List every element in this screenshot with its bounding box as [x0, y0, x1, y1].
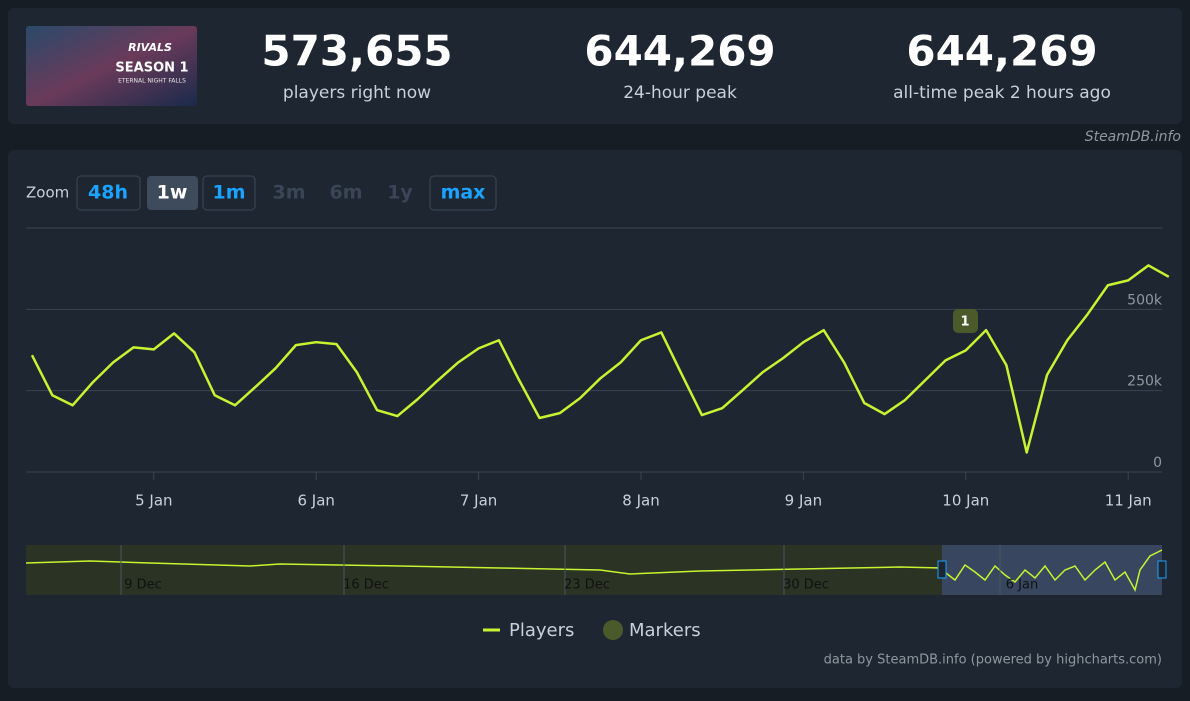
credit-link[interactable]: SteamDB.info — [1085, 129, 1181, 145]
y-tick-label: 0 — [1153, 455, 1162, 471]
thumb-subtitle: ETERNAL NIGHT FALLS — [118, 78, 186, 85]
legend-label[interactable]: Players — [509, 620, 574, 641]
navigator-label: 23 Dec — [564, 578, 610, 593]
stat-value: 644,269 — [906, 27, 1097, 76]
zoom-button[interactable] — [429, 175, 497, 211]
stat-label: all-time peak 2 hours ago — [893, 83, 1111, 103]
x-tick-label: 9 Jan — [785, 492, 822, 510]
game-thumbnail[interactable] — [26, 26, 197, 106]
navigator-handle[interactable] — [937, 560, 947, 579]
stat-value: 573,655 — [261, 27, 452, 76]
navigator-label: 16 Dec — [343, 578, 389, 593]
navigator-label: 30 Dec — [783, 578, 829, 593]
legend-symbol[interactable] — [603, 620, 623, 640]
event-marker[interactable] — [953, 309, 978, 333]
zoom-button-label[interactable]: 1m — [212, 182, 245, 204]
zoom-label: Zoom — [26, 184, 69, 202]
zoom-button[interactable] — [76, 175, 141, 211]
navigator-selection[interactable] — [942, 545, 1162, 595]
thumb-season: SEASON 1 — [115, 61, 188, 76]
navigator-handle[interactable] — [1157, 560, 1167, 579]
zoom-button-label: 3m — [272, 182, 305, 204]
zoom-button-active[interactable] — [147, 176, 198, 210]
legend-label[interactable]: Markers — [629, 620, 701, 641]
thumb-logo: RIVALS — [128, 41, 172, 54]
series-line — [30, 264, 1170, 454]
zoom-button-label: 1y — [387, 182, 413, 204]
navigator-label: 6 Jan — [1006, 578, 1038, 593]
navigator-line — [25, 560, 943, 575]
x-tick-label: 11 Jan — [1105, 492, 1152, 510]
x-tick-label: 10 Jan — [942, 492, 989, 510]
zoom-button-label[interactable]: 1w — [157, 182, 188, 204]
event-marker-label: 1 — [960, 315, 969, 330]
stat-value: 644,269 — [584, 27, 775, 76]
zoom-button[interactable] — [202, 175, 256, 211]
stat-label: players right now — [283, 83, 431, 103]
navigator-label: 9 Dec — [124, 578, 162, 593]
x-tick-label: 5 Jan — [135, 492, 172, 510]
y-tick-label: 250k — [1127, 374, 1163, 390]
footer-credit: data by SteamDB.info (powered by highcha… — [824, 653, 1162, 668]
x-tick-label: 6 Jan — [297, 492, 334, 510]
x-tick-label: 7 Jan — [460, 492, 497, 510]
zoom-button-label[interactable]: max — [441, 182, 486, 204]
zoom-button-label[interactable]: 48h — [88, 182, 128, 204]
x-tick-label: 8 Jan — [622, 492, 659, 510]
stats-card — [8, 8, 1182, 124]
navigator-line — [941, 549, 1163, 593]
stat-label: 24-hour peak — [623, 83, 737, 103]
chart-card — [8, 150, 1182, 688]
y-tick-label: 500k — [1127, 292, 1163, 308]
zoom-button-label: 6m — [329, 182, 362, 204]
